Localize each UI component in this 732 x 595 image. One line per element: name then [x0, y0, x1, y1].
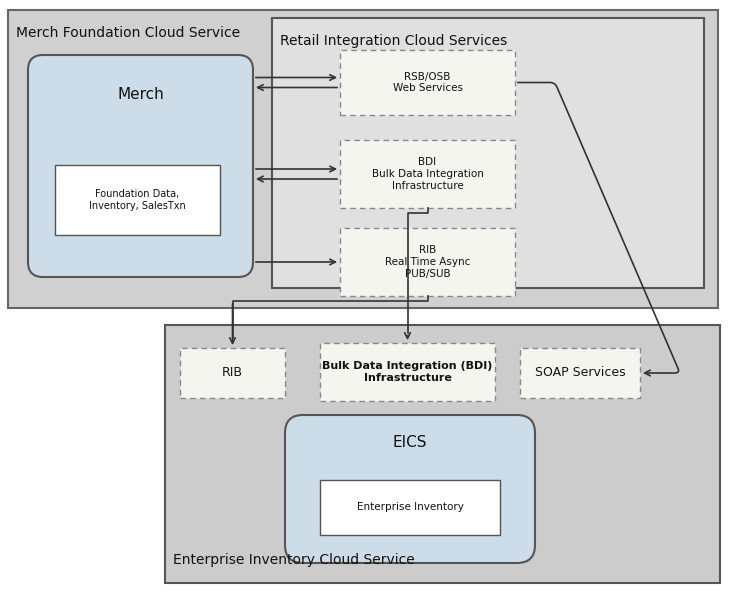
Text: Enterprise Inventory: Enterprise Inventory: [356, 503, 463, 512]
Bar: [165, 325, 720, 583]
FancyBboxPatch shape: [285, 415, 535, 563]
Text: RIB: RIB: [222, 367, 243, 380]
FancyBboxPatch shape: [28, 55, 253, 277]
Bar: [55, 165, 220, 235]
Text: Retail Integration Cloud Services: Retail Integration Cloud Services: [280, 34, 507, 48]
Text: Bulk Data Integration (BDI)
Infrastructure: Bulk Data Integration (BDI) Infrastructu…: [322, 361, 493, 383]
Text: Foundation Data,
Inventory, SalesTxn: Foundation Data, Inventory, SalesTxn: [89, 189, 186, 211]
Bar: [340, 140, 515, 208]
Text: RSB/OSB
Web Services: RSB/OSB Web Services: [392, 72, 463, 93]
Bar: [320, 480, 500, 535]
Text: Enterprise Inventory Cloud Service: Enterprise Inventory Cloud Service: [173, 553, 415, 567]
Bar: [180, 348, 285, 398]
Text: RIB
Real Time Async
PUB/SUB: RIB Real Time Async PUB/SUB: [385, 245, 470, 278]
Text: Merch: Merch: [117, 87, 164, 102]
Text: Merch Foundation Cloud Service: Merch Foundation Cloud Service: [16, 26, 240, 40]
Bar: [8, 10, 718, 308]
Bar: [272, 18, 704, 288]
Text: BDI
Bulk Data Integration
Infrastructure: BDI Bulk Data Integration Infrastructure: [372, 158, 483, 190]
Text: SOAP Services: SOAP Services: [534, 367, 625, 380]
Bar: [320, 343, 495, 401]
Bar: [340, 228, 515, 296]
Bar: [520, 348, 640, 398]
Bar: [340, 50, 515, 115]
Text: EICS: EICS: [393, 435, 427, 450]
